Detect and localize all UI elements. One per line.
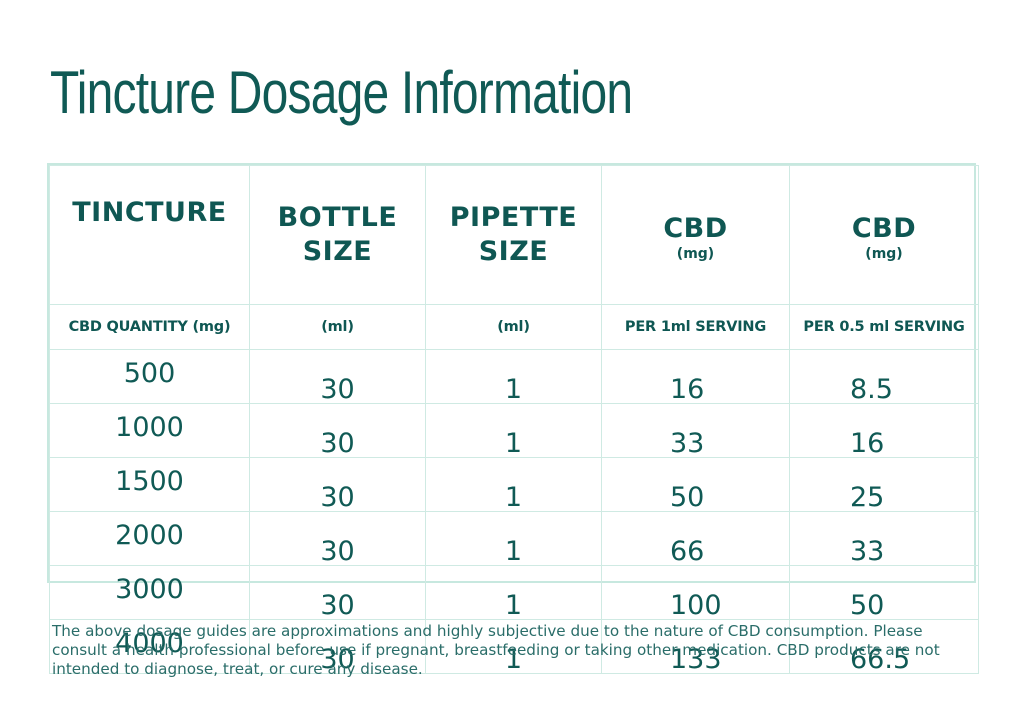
cell-quantity: 1500 [49, 457, 250, 512]
disclaimer-text: The above dosage guides are approximatio… [52, 622, 940, 678]
cell-bottle: 30 [249, 403, 426, 458]
cell-per-1ml: 100 [601, 565, 790, 620]
cell-pipette: 1 [425, 457, 602, 512]
cell-quantity: 4000 [49, 619, 250, 674]
cell-per-1ml: 133 [601, 619, 790, 674]
cell-per-05ml: 8.5 [789, 349, 979, 404]
header-row: TINCTURE BOTTLE SIZE PIPETTE SIZE CBD (mg… [49, 165, 979, 305]
cell-bottle: 30 [249, 349, 426, 404]
cell-bottle: 30 [249, 619, 426, 674]
cell-per-05ml: 16 [789, 403, 979, 458]
subheader-cbd-quantity: CBD QUANTITY (mg) [49, 304, 250, 350]
cell-bottle: 30 [249, 457, 426, 512]
cell-bottle: 30 [249, 565, 426, 620]
cell-per-05ml: 33 [789, 511, 979, 566]
header-tincture: TINCTURE [49, 165, 250, 305]
cell-per-05ml: 66.5 [789, 619, 979, 674]
table-row: 4000 30 1 133 66.5 [49, 619, 979, 674]
cell-per-1ml: 16 [601, 349, 790, 404]
cell-bottle: 30 [249, 511, 426, 566]
table-row: 1500 30 1 50 25 [49, 457, 979, 512]
cell-pipette: 1 [425, 349, 602, 404]
cell-pipette: 1 [425, 511, 602, 566]
cell-quantity: 3000 [49, 565, 250, 620]
header-pipette-size: PIPETTE SIZE [425, 165, 602, 305]
dosage-table: TINCTURE BOTTLE SIZE PIPETTE SIZE CBD (mg… [47, 163, 979, 674]
table-row: 2000 30 1 66 33 [49, 511, 979, 566]
cell-pipette: 1 [425, 619, 602, 674]
subheader-pipette-unit: (ml) [425, 304, 602, 350]
header-bottle-size: BOTTLE SIZE [249, 165, 426, 305]
subheader-bottle-unit: (ml) [249, 304, 426, 350]
cell-per-1ml: 50 [601, 457, 790, 512]
cell-pipette: 1 [425, 565, 602, 620]
cell-pipette: 1 [425, 403, 602, 458]
table-row: 1000 30 1 33 16 [49, 403, 979, 458]
subheader-row: CBD QUANTITY (mg) (ml) (ml) PER 1ml SERV… [49, 304, 979, 350]
cell-quantity: 1000 [49, 403, 250, 458]
cell-per-05ml: 50 [789, 565, 979, 620]
subheader-per-05ml: PER 0.5 ml SERVING [789, 304, 979, 350]
cell-per-1ml: 33 [601, 403, 790, 458]
header-cbd-1ml: CBD (mg) [601, 165, 790, 305]
cell-quantity: 2000 [49, 511, 250, 566]
cell-per-1ml: 66 [601, 511, 790, 566]
header-cbd-05ml: CBD (mg) [789, 165, 979, 305]
subheader-per-1ml: PER 1ml SERVING [601, 304, 790, 350]
table-row: 3000 30 1 100 50 [49, 565, 979, 620]
page-title: Tincture Dosage Information [50, 59, 633, 126]
cell-quantity: 500 [49, 349, 250, 404]
cell-per-05ml: 25 [789, 457, 979, 512]
table-row: 500 30 1 16 8.5 [49, 349, 979, 404]
